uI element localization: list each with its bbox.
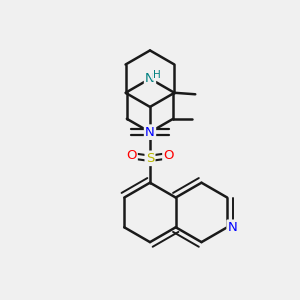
Text: H: H [153, 70, 160, 80]
Text: N: N [228, 221, 237, 234]
Text: N: N [145, 126, 155, 139]
Text: O: O [126, 149, 136, 162]
Text: S: S [146, 152, 154, 165]
Text: N: N [145, 72, 155, 85]
Text: O: O [164, 149, 174, 162]
